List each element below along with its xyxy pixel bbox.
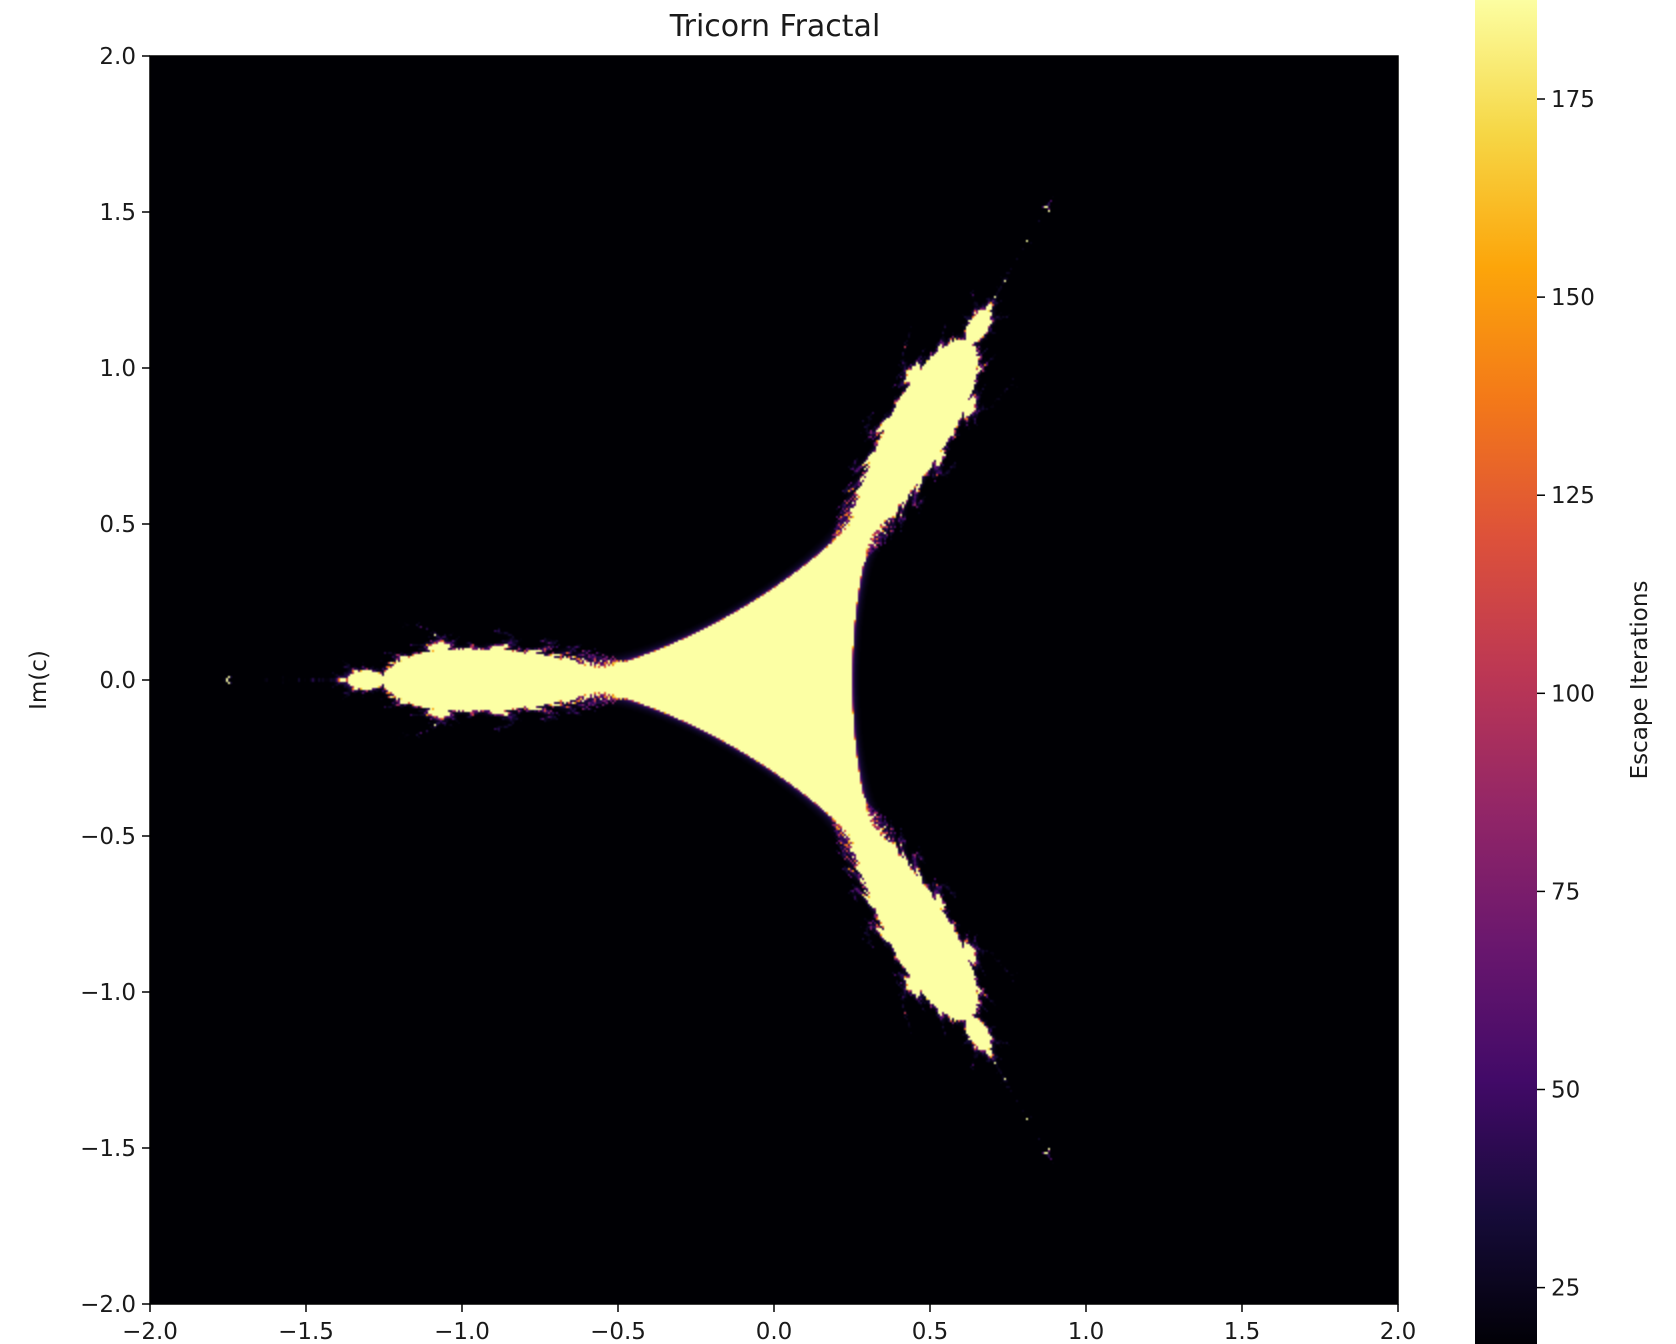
y-tick-label: −0.5 [80, 824, 136, 850]
colorbar-gradient [1475, 0, 1537, 1344]
y-tick-label: 2.0 [99, 44, 136, 70]
x-tick-label: 2.0 [1380, 1319, 1417, 1344]
x-tick-label: 0.5 [912, 1319, 949, 1344]
y-tick-label: 1.5 [99, 200, 136, 226]
colorbar-tick-label: 25 [1551, 1276, 1580, 1302]
plot-area [149, 55, 1399, 1305]
colorbar-tick-label: 150 [1551, 285, 1595, 311]
y-tick-label: 0.5 [99, 512, 136, 538]
y-axis: 2.0 1.5 1.0 0.5 0.0 −0.5 −1.0 −1.5 −2.0 [80, 44, 150, 1318]
x-tick-label: −1.5 [278, 1319, 334, 1344]
chart-title: Tricorn Fractal [669, 9, 881, 44]
fractal-image-holder [150, 56, 1398, 1304]
colorbar-tick-label: 100 [1551, 681, 1595, 707]
colorbar-tick-label: 75 [1551, 879, 1580, 905]
x-tick-label: −1.0 [434, 1319, 490, 1344]
colorbar-tick-label: 125 [1551, 483, 1595, 509]
x-axis: −2.0 −1.5 −1.0 −0.5 0.0 0.5 1.0 1.5 2.0 [122, 1304, 1416, 1344]
colorbar-label: Escape Iterations [1627, 581, 1653, 780]
x-tick-label: 1.0 [1068, 1319, 1105, 1344]
colorbar-tick-label: 175 [1551, 87, 1595, 113]
y-tick-label: 0.0 [99, 668, 136, 694]
colorbar: 25 50 75 100 125 150 175 Escape Iterations [1475, 0, 1653, 1344]
colorbar-tick-label: 50 [1551, 1078, 1580, 1104]
x-tick-label: −2.0 [122, 1319, 178, 1344]
colorbar-ticks: 25 50 75 100 125 150 175 [1537, 87, 1595, 1302]
x-tick-label: 1.5 [1224, 1319, 1261, 1344]
y-tick-label: −1.5 [80, 1136, 136, 1162]
x-tick-label: −0.5 [590, 1319, 646, 1344]
y-tick-label: −1.0 [80, 980, 136, 1006]
fractal-heatmap [150, 56, 1398, 1304]
y-axis-label: Im(c) [26, 650, 52, 710]
x-tick-label: 0.0 [756, 1319, 793, 1344]
y-tick-label: −2.0 [80, 1292, 136, 1318]
y-tick-label: 1.0 [99, 356, 136, 382]
